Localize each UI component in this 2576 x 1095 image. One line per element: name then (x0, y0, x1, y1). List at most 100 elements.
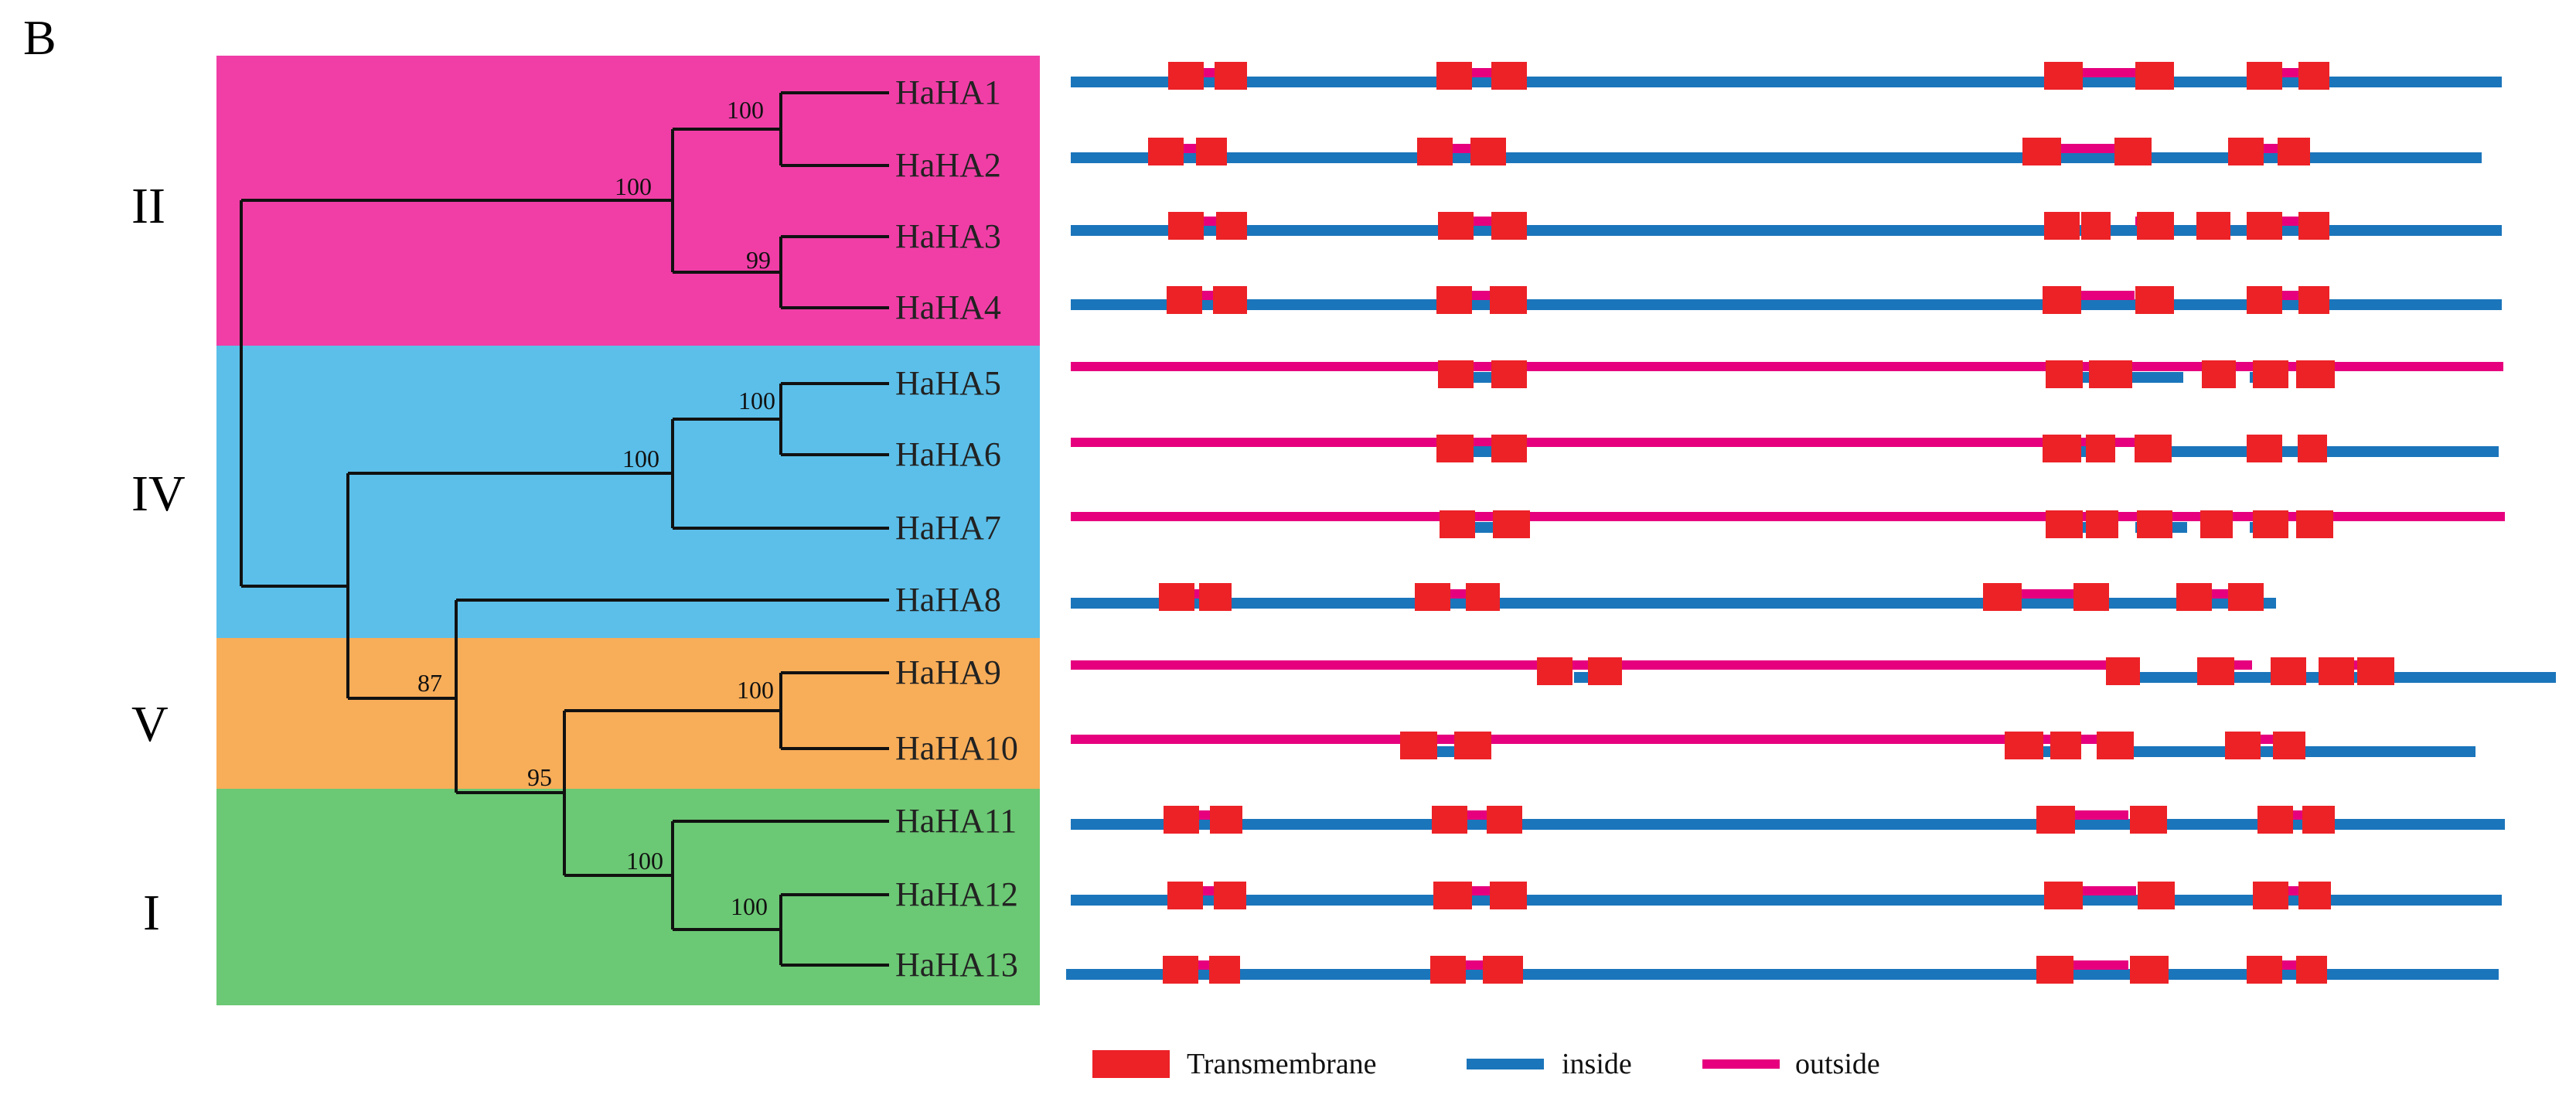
clade-band-V (216, 638, 1040, 789)
transmembrane-domain (2086, 435, 2115, 462)
transmembrane-domain (1436, 435, 1474, 462)
transmembrane-domain (1214, 882, 1246, 909)
transmembrane-domain (1470, 138, 1506, 165)
transmembrane-domain (1168, 212, 1204, 240)
transmembrane-domain (1215, 62, 1247, 90)
transmembrane-domain (1196, 138, 1227, 165)
transmembrane-domain (2228, 583, 2264, 611)
transmembrane-domain (1588, 657, 1622, 685)
transmembrane-domain (1438, 212, 1474, 240)
transmembrane-domain (2357, 657, 2394, 685)
transmembrane-domain (2106, 657, 2140, 685)
leaf-label: HaHA7 (895, 509, 1001, 547)
clade-label-IV: IV (131, 466, 186, 522)
transmembrane-domain (1400, 732, 1437, 759)
transmembrane-domain (1168, 62, 1204, 90)
transmembrane-domain (2298, 62, 2329, 90)
transmembrane-domain (2036, 806, 2075, 834)
transmembrane-domain (2176, 583, 2212, 611)
transmembrane-domain (2137, 510, 2172, 538)
transmembrane-domain (2046, 360, 2083, 388)
transmembrane-domain (2253, 360, 2288, 388)
transmembrane-domain (2005, 732, 2043, 759)
leaf-label: HaHA11 (895, 802, 1017, 840)
transmembrane-domain (1167, 882, 1203, 909)
transmembrane-domain (1466, 583, 1500, 611)
clade-label-II: II (131, 178, 165, 234)
transmembrane-domain (1148, 138, 1184, 165)
transmembrane-domain (2225, 732, 2261, 759)
transmembrane-domain (2043, 435, 2081, 462)
transmembrane-domain (2135, 62, 2174, 90)
leaf-label: HaHA8 (895, 581, 1001, 619)
transmembrane-domain (2044, 62, 2083, 90)
leaf-label: HaHA1 (895, 73, 1001, 111)
transmembrane-domain (2271, 657, 2306, 685)
transmembrane-domain (1490, 286, 1527, 314)
leaf-label: HaHA9 (895, 653, 1001, 691)
topology-track-haha10 (1071, 732, 2475, 759)
transmembrane-domain (2036, 956, 2073, 984)
transmembrane-domain (2050, 732, 2081, 759)
topology-track-haha9 (1071, 657, 2556, 685)
leaf-labels: HaHA1 HaHA2 HaHA3 HaHA4 HaHA5 HaHA6 HaHA… (895, 73, 1018, 984)
transmembrane-domain (1490, 882, 1527, 909)
topology-track-haha11 (1071, 806, 2505, 834)
bootstrap-value: 100 (731, 892, 768, 920)
transmembrane-domain (1213, 286, 1247, 314)
topology-track-haha3 (1071, 212, 2502, 240)
transmembrane-domain (2114, 138, 2152, 165)
transmembrane-domain (1210, 806, 1242, 834)
transmembrane-domain (2130, 956, 2169, 984)
transmembrane-domain (2200, 510, 2233, 538)
topology-track-haha4 (1071, 286, 2502, 314)
transmembrane-domain (1483, 956, 1523, 984)
bootstrap-value: 100 (622, 445, 659, 472)
leaf-label: HaHA2 (895, 146, 1001, 184)
transmembrane-domain (2273, 732, 2305, 759)
transmembrane-domain (2298, 435, 2327, 462)
topology-track-haha6 (1071, 435, 2499, 462)
bootstrap-value: 99 (746, 246, 771, 274)
transmembrane-domain (2022, 138, 2061, 165)
legend-transmembrane-label: Transmembrane (1187, 1048, 1377, 1080)
transmembrane-domain (2319, 657, 2354, 685)
legend-transmembrane-swatch (1092, 1050, 1170, 1078)
transmembrane-domain (1493, 510, 1530, 538)
transmembrane-domain (1440, 510, 1475, 538)
transmembrane-domain (2298, 286, 2329, 314)
transmembrane-domain (2137, 212, 2174, 240)
transmembrane-domain (1454, 732, 1491, 759)
transmembrane-domain (1216, 212, 1247, 240)
transmembrane-domain (1432, 806, 1467, 834)
transmembrane-domain (2253, 510, 2288, 538)
topology-track-haha5 (1071, 360, 2503, 388)
clade-label-I: I (143, 885, 160, 941)
topology-track-haha2 (1071, 138, 2482, 165)
transmembrane-domain (1209, 956, 1240, 984)
leaf-label: HaHA3 (895, 217, 1001, 255)
transmembrane-domain (1487, 806, 1522, 834)
topology-tracks (1066, 62, 2556, 984)
transmembrane-domain (1983, 583, 2022, 611)
transmembrane-domain (2296, 360, 2335, 388)
transmembrane-domain (2253, 882, 2288, 909)
leaf-label: HaHA6 (895, 435, 1001, 473)
transmembrane-domain (1417, 138, 1453, 165)
transmembrane-domain (2196, 212, 2230, 240)
transmembrane-domain (1159, 583, 1194, 611)
leaf-label: HaHA4 (895, 288, 1001, 326)
topology-track-haha12 (1071, 882, 2502, 909)
phylogenetic-tree (240, 91, 889, 967)
transmembrane-domain (2247, 435, 2282, 462)
transmembrane-domain (2138, 882, 2175, 909)
topology-track-haha8 (1071, 583, 2276, 611)
transmembrane-domain (1163, 956, 1198, 984)
transmembrane-domain (2247, 212, 2282, 240)
leaf-label: HaHA10 (895, 729, 1018, 767)
transmembrane-domain (2095, 360, 2132, 388)
transmembrane-domain (2044, 212, 2080, 240)
transmembrane-domain (1491, 62, 1527, 90)
leaf-label: HaHA13 (895, 946, 1018, 984)
